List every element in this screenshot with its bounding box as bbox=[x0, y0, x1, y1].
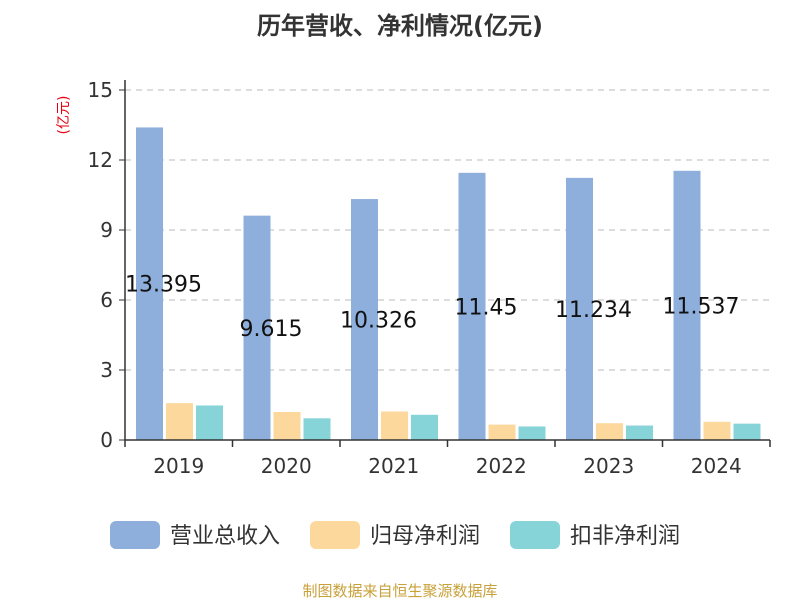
bar-1-2024[interactable] bbox=[673, 170, 701, 440]
y-tick-label: 0 bbox=[100, 428, 113, 452]
source-note: 制图数据来自恒生聚源数据库 bbox=[302, 582, 497, 600]
bar-2-2024[interactable] bbox=[703, 421, 731, 440]
x-tick-label: 2019 bbox=[153, 454, 204, 478]
x-tick-label: 2022 bbox=[476, 454, 527, 478]
bar-3-2020[interactable] bbox=[303, 418, 331, 440]
x-tick-label: 2020 bbox=[261, 454, 312, 478]
bar-1-2020[interactable] bbox=[243, 215, 271, 440]
legend[interactable]: 营业总收入 归母净利润 扣非净利润 bbox=[110, 521, 680, 549]
bar-3-2022[interactable] bbox=[518, 426, 546, 440]
data-label: 9.615 bbox=[240, 317, 303, 342]
data-label: 10.326 bbox=[340, 309, 417, 334]
data-label: 13.395 bbox=[125, 273, 202, 298]
legend-label: 归母净利润 bbox=[370, 524, 480, 549]
legend-swatch bbox=[110, 521, 160, 549]
y-tick-label: 15 bbox=[88, 78, 113, 102]
y-tick-label: 12 bbox=[88, 148, 113, 172]
bar-1-2019[interactable] bbox=[136, 127, 163, 440]
data-labels: 13.395 9.615 10.326 11.45 11.234 11.537 bbox=[125, 273, 739, 342]
bar-1-2023[interactable] bbox=[566, 177, 593, 440]
legend-item-1[interactable]: 营业总收入 bbox=[110, 521, 280, 549]
legend-swatch bbox=[510, 521, 560, 549]
bar-3-2023[interactable] bbox=[626, 425, 653, 440]
x-tick-label: 2021 bbox=[368, 454, 419, 478]
bar-2-2019[interactable] bbox=[166, 403, 193, 440]
bar-3-2021[interactable] bbox=[411, 414, 438, 440]
bar-2-2022[interactable] bbox=[488, 424, 516, 440]
x-tick-label: 2024 bbox=[691, 454, 742, 478]
bar-3-2024[interactable] bbox=[733, 423, 761, 440]
y-axis-unit-label: (亿元) bbox=[56, 96, 72, 135]
y-tick-label: 3 bbox=[100, 358, 113, 382]
data-label: 11.45 bbox=[455, 295, 518, 320]
bars bbox=[136, 127, 761, 441]
chart-title: 历年营收、净利情况(亿元) bbox=[257, 12, 543, 40]
bar-2-2021[interactable] bbox=[381, 411, 408, 440]
y-tick-label: 9 bbox=[100, 218, 113, 242]
axes: 0 3 6 9 12 15 2019 2020 2021 2022 2023 2024 bbox=[88, 78, 771, 478]
legend-swatch bbox=[310, 521, 360, 549]
x-tick-label: 2023 bbox=[583, 454, 634, 478]
bar-2-2023[interactable] bbox=[596, 423, 623, 440]
data-label: 11.537 bbox=[663, 294, 740, 319]
bar-1-2021[interactable] bbox=[351, 199, 378, 440]
legend-item-2[interactable]: 归母净利润 bbox=[310, 521, 480, 549]
gridlines bbox=[125, 89, 770, 371]
bar-1-2022[interactable] bbox=[458, 172, 486, 441]
legend-label: 营业总收入 bbox=[170, 524, 280, 549]
data-label: 11.234 bbox=[555, 298, 632, 323]
legend-item-3[interactable]: 扣非净利润 bbox=[510, 521, 680, 549]
y-tick-label: 6 bbox=[100, 288, 113, 312]
bar-2-2020[interactable] bbox=[273, 412, 301, 440]
bar-3-2019[interactable] bbox=[196, 405, 223, 440]
legend-label: 扣非净利润 bbox=[570, 524, 680, 549]
